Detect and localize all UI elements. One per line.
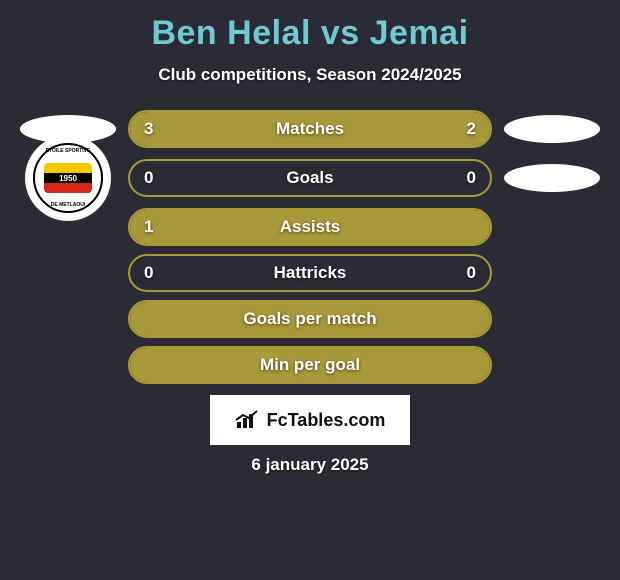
stat-value-left: 0 bbox=[144, 263, 153, 283]
stat-value-left: 0 bbox=[144, 168, 153, 188]
club-left-badge-slot: ETOILE SPORTIVE 1950 DE METLAOUI bbox=[8, 135, 128, 221]
badge-bottom-arc: DE METLAOUI bbox=[35, 202, 101, 208]
club-left-badge: ETOILE SPORTIVE 1950 DE METLAOUI bbox=[25, 135, 111, 221]
stat-bar: 0 Goals 0 bbox=[128, 159, 492, 197]
stat-label: Goals bbox=[286, 168, 333, 188]
stat-label: Matches bbox=[276, 119, 344, 139]
stat-label: Assists bbox=[280, 217, 340, 237]
page-title: Ben Helal vs Jemai bbox=[8, 14, 612, 53]
stat-value-right: 0 bbox=[467, 263, 476, 283]
stat-label: Goals per match bbox=[243, 309, 376, 329]
stat-row: Goals per match bbox=[8, 299, 612, 339]
stat-value-left: 1 bbox=[144, 217, 153, 237]
brand-text: FcTables.com bbox=[267, 410, 386, 431]
player-right-avatar-slot bbox=[492, 115, 612, 143]
stat-bar: 1 Assists bbox=[128, 208, 492, 246]
club-right-badge-slot bbox=[492, 164, 612, 192]
comparison-card: Ben Helal vs Jemai Club competitions, Se… bbox=[0, 0, 620, 485]
stat-bar: 3 Matches 2 bbox=[128, 110, 492, 148]
badge-top-arc: ETOILE SPORTIVE bbox=[35, 148, 101, 154]
badge-year: 1950 bbox=[59, 174, 77, 183]
chart-icon bbox=[235, 410, 261, 430]
stat-value-left: 3 bbox=[144, 119, 153, 139]
stat-row: 0 Hattricks 0 bbox=[8, 253, 612, 293]
stat-row: Min per goal bbox=[8, 345, 612, 385]
stat-label: Min per goal bbox=[260, 355, 360, 375]
stat-bar: Goals per match bbox=[128, 300, 492, 338]
stat-bar: 0 Hattricks 0 bbox=[128, 254, 492, 292]
player-right-avatar bbox=[504, 115, 600, 143]
subtitle: Club competitions, Season 2024/2025 bbox=[8, 65, 612, 85]
stat-label: Hattricks bbox=[274, 263, 347, 283]
date-label: 6 january 2025 bbox=[8, 455, 612, 475]
stat-bar: Min per goal bbox=[128, 346, 492, 384]
club-right-badge bbox=[504, 164, 600, 192]
stat-row: ETOILE SPORTIVE 1950 DE METLAOUI 0 Goals… bbox=[8, 155, 612, 201]
brand-link[interactable]: FcTables.com bbox=[210, 395, 410, 445]
esm-badge: ETOILE SPORTIVE 1950 DE METLAOUI bbox=[33, 143, 103, 213]
stat-value-right: 2 bbox=[467, 119, 476, 139]
stat-value-right: 0 bbox=[467, 168, 476, 188]
